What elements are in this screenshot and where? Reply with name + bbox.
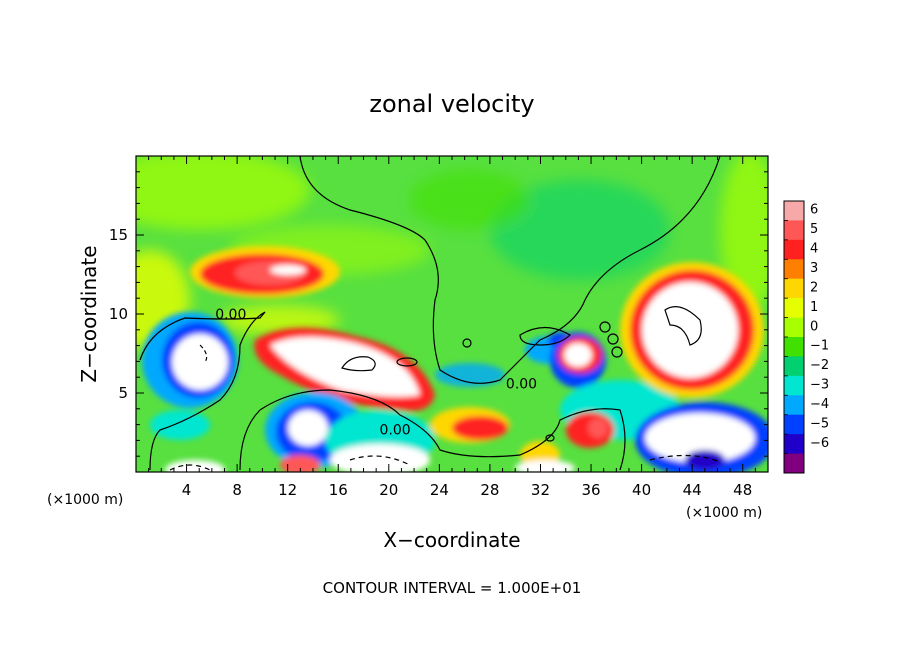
colorbar-segment	[784, 201, 804, 221]
x-unit-label-left: (×1000 m)	[47, 492, 123, 508]
colorbar-label: 6	[810, 203, 818, 218]
colorbar-label: −3	[810, 378, 829, 393]
x-tick-label: 4	[182, 481, 192, 499]
colorbar: 6 5 4 3 2 1 0 −1 −2 −3 −4 −5 −6	[783, 200, 829, 474]
colorbar-label: 5	[810, 222, 818, 237]
colorbar-label: 2	[810, 280, 818, 295]
colorbar-segment	[784, 434, 804, 455]
y-tick-label: 5	[118, 384, 128, 402]
colorbar-segment	[784, 239, 804, 260]
x-tick-label: 32	[531, 481, 550, 499]
colorbar-label: 0	[810, 319, 818, 334]
x-tick-label: 8	[232, 481, 242, 499]
plot-area	[136, 156, 768, 472]
x-axis-label: X−coordinate	[383, 528, 520, 552]
y-tick-label: 10	[109, 305, 128, 323]
x-tick-label: 36	[581, 481, 600, 499]
x-tick-label: 24	[430, 481, 449, 499]
x-tick-label: 44	[683, 481, 702, 499]
colorbar-segment	[784, 337, 804, 357]
x-tick-label: 12	[278, 481, 297, 499]
x-tick-label: 16	[329, 481, 348, 499]
contour-labels: 0.00 0.00 0.00	[215, 307, 537, 438]
x-tick-label: 40	[632, 481, 651, 499]
colorbar-label: −4	[810, 397, 829, 412]
x-tick-label: 48	[733, 481, 752, 499]
colorbar-segment	[784, 278, 804, 299]
contour-lines	[139, 156, 721, 471]
colorbar-label: −6	[810, 436, 829, 451]
colorbar-label: −2	[810, 358, 829, 373]
chart-title: zonal velocity	[369, 90, 534, 118]
colorbar-segment	[784, 356, 804, 377]
colorbar-segment	[784, 220, 804, 241]
contour-interval-note: CONTOUR INTERVAL = 1.000E+01	[323, 579, 582, 597]
colorbar-label: 3	[810, 261, 818, 276]
field-features	[142, 246, 768, 472]
colorbar-segment	[784, 317, 804, 338]
colorbar-label: −1	[810, 339, 829, 354]
colorbar-segment	[784, 298, 804, 319]
colorbar-label: 1	[810, 300, 818, 315]
x-tick-label: 28	[480, 481, 499, 499]
colorbar-label: −5	[810, 416, 829, 431]
colorbar-segment	[784, 453, 804, 474]
colorbar-segment	[784, 375, 804, 396]
colorbar-segment	[784, 395, 804, 416]
colorbar-segment	[784, 259, 804, 280]
contour-label: 0.00	[380, 422, 411, 438]
y-tick-label: 15	[109, 226, 128, 244]
colorbar-segment	[784, 414, 804, 435]
x-tick-label: 20	[379, 481, 398, 499]
y-axis-label: Z−coordinate	[77, 245, 101, 382]
contour-label: 0.00	[506, 377, 537, 393]
contour-label: 0.00	[215, 307, 246, 323]
colorbar-label: 4	[810, 242, 818, 257]
x-unit-label-right: (×1000 m)	[686, 505, 762, 521]
